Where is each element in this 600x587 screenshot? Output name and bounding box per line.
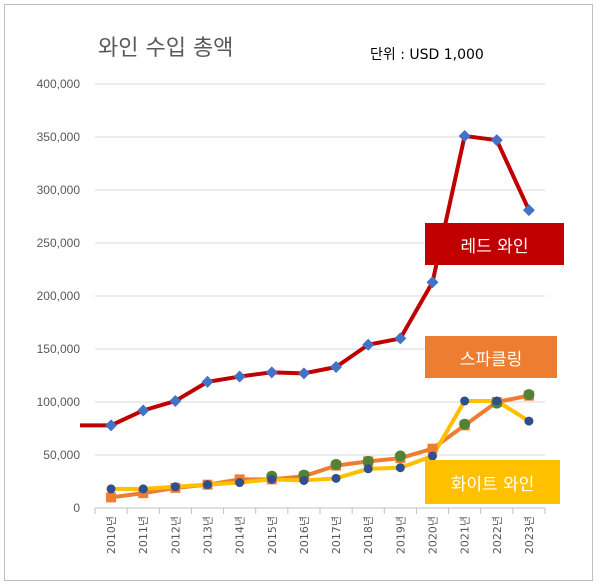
x-tick-label: 2016년 <box>298 516 311 554</box>
red-wine-marker <box>297 367 310 380</box>
red-wine-marker <box>137 404 150 417</box>
green-marker <box>523 389 535 401</box>
white-wine-marker <box>492 396 502 406</box>
x-tick-label: 2012년 <box>169 516 182 554</box>
x-tick-label: 2021년 <box>459 516 472 554</box>
x-tick-label: 2019년 <box>394 516 407 554</box>
white-wine-marker <box>363 464 373 474</box>
white-wine-marker <box>395 463 405 473</box>
legend-white-wine: 화이트 와인 <box>425 460 560 504</box>
green-marker <box>459 418 471 430</box>
y-tick-labels: 0 50,000 100,000 150,000 200,000 250,000 300,0… <box>37 77 81 515</box>
white-wine-marker <box>299 475 309 485</box>
white-wine-marker <box>203 480 212 490</box>
white-wine-marker <box>460 396 470 406</box>
x-tick-label: 2022년 <box>491 516 504 554</box>
green-marker <box>394 450 406 462</box>
x-tick-label: 2018년 <box>362 516 375 554</box>
red-wine-marker <box>330 361 343 374</box>
white-wine-marker <box>428 451 437 461</box>
x-tick-label: 2017년 <box>330 516 343 554</box>
axes <box>94 507 546 514</box>
y-tick-label: 300,000 <box>37 183 81 197</box>
red-wine-marker <box>362 338 375 351</box>
x-tick-label: 2023년 <box>523 516 536 554</box>
y-tick-label: 400,000 <box>37 77 81 91</box>
red-wine-marker <box>265 366 278 379</box>
chart-title: 와인 수입 총액 <box>98 36 234 61</box>
x-tick-label: 2015년 <box>266 516 279 554</box>
x-tick-label: 2020년 <box>427 516 440 554</box>
white-wine-marker <box>524 416 534 426</box>
white-wine-marker <box>106 484 116 494</box>
red-wine-marker <box>233 370 246 383</box>
sparkling-marker <box>427 443 438 454</box>
sparkling-marker <box>106 492 117 503</box>
series-line <box>80 133 531 428</box>
red-wine-marker <box>394 332 407 345</box>
white-wine-marker <box>331 473 341 483</box>
y-tick-label: 50,000 <box>43 448 80 462</box>
white-wine-marker <box>138 484 148 494</box>
y-tick-label: 0 <box>73 501 80 515</box>
y-tick-label: 100,000 <box>37 395 81 409</box>
x-tick-label: 2010년 <box>105 516 118 554</box>
red-wine-marker <box>458 129 471 142</box>
red-wine-marker <box>169 394 182 407</box>
y-tick-label: 250,000 <box>37 236 81 250</box>
legend-red-wine: 레드 와인 <box>425 223 564 265</box>
series-line <box>111 398 530 491</box>
series-markers <box>105 129 535 503</box>
red-wine-marker <box>201 375 214 388</box>
y-tick-label: 150,000 <box>37 342 81 356</box>
unit-label: 단위 : USD 1,000 <box>370 47 484 63</box>
x-tick-label: 2013년 <box>202 516 215 554</box>
red-wine-marker <box>522 204 535 217</box>
red-wine-marker <box>105 419 118 432</box>
white-wine-marker <box>267 474 277 484</box>
y-tick-label: 200,000 <box>37 289 81 303</box>
x-tick-label: 2011년 <box>137 516 150 554</box>
white-wine-marker <box>235 478 245 488</box>
green-marker <box>330 459 342 471</box>
white-wine-marker <box>170 482 180 492</box>
x-tick-label: 2014년 <box>234 516 247 554</box>
x-tick-labels: 2010년 2011년 2012년 2013년 2014년 2015년 2016년 2017년… <box>105 516 536 554</box>
green-marker <box>362 455 374 467</box>
red-wine-marker <box>490 134 503 147</box>
legend-sparkling: 스파클링 <box>425 336 557 378</box>
y-tick-label: 350,000 <box>37 130 81 144</box>
red-wine-marker <box>426 276 439 289</box>
